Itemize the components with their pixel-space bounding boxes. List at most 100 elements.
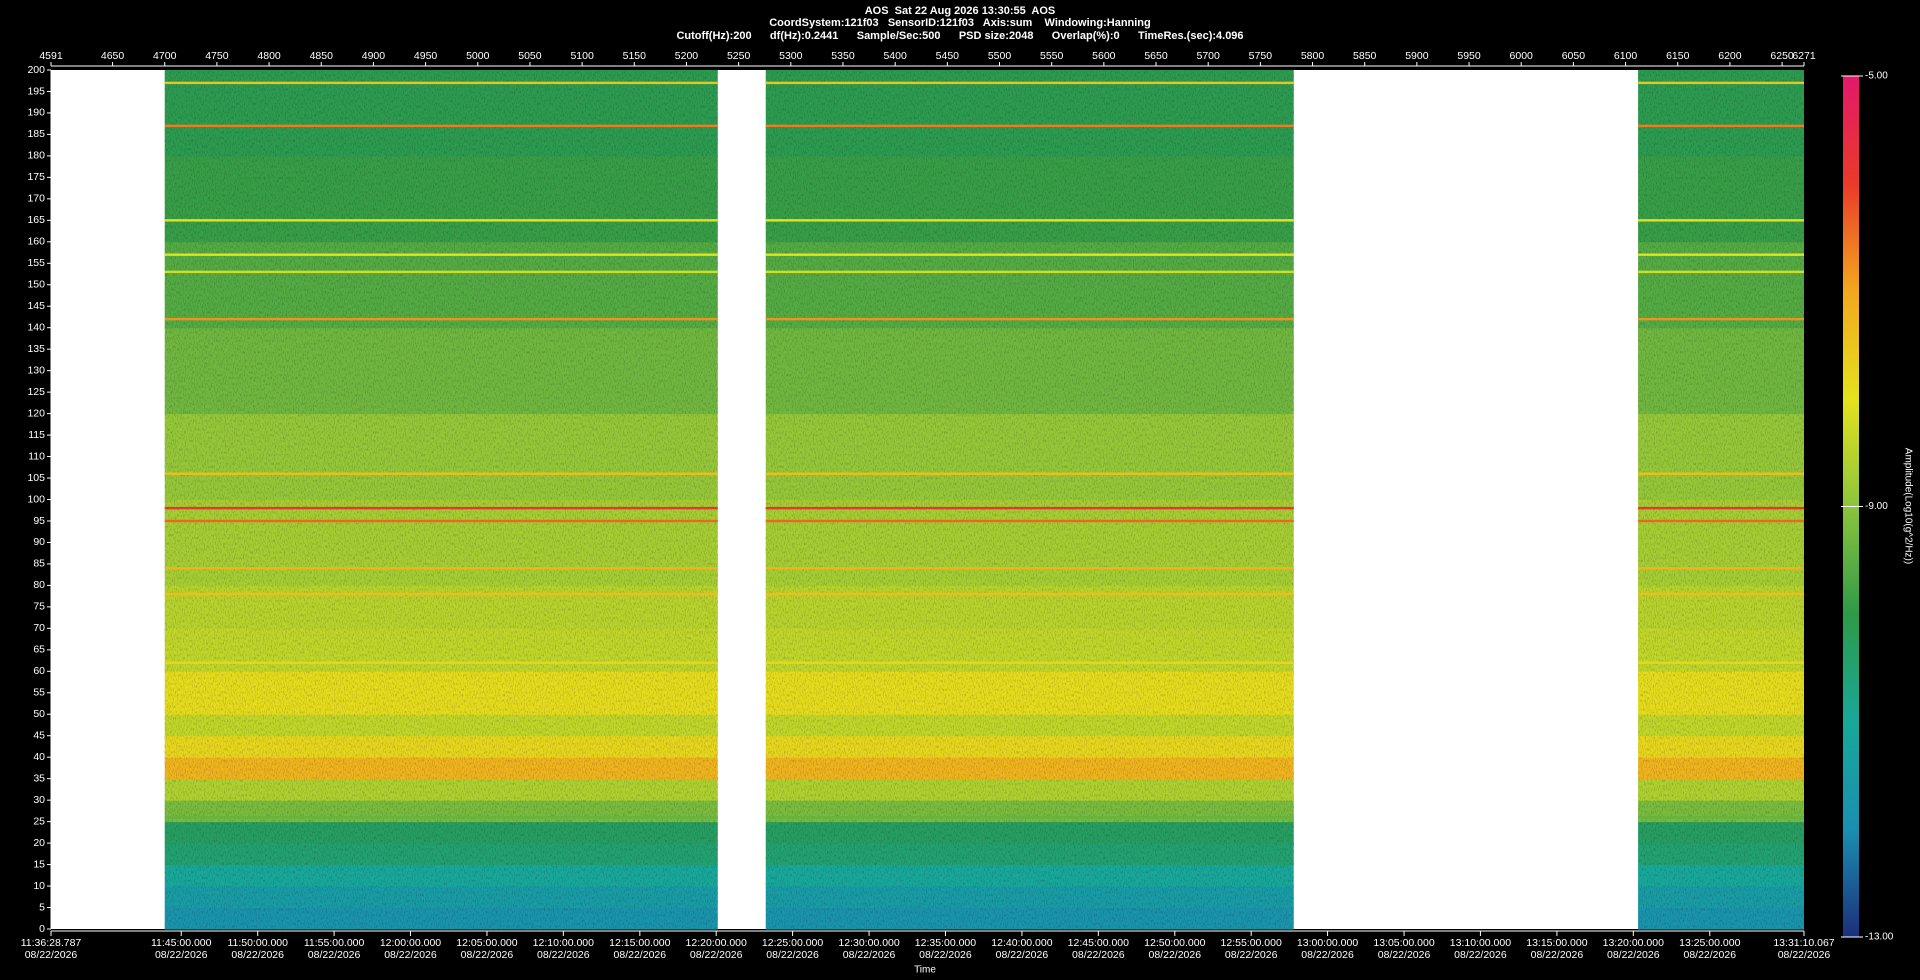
time-tick-date: 08/22/2026 <box>919 949 972 961</box>
y-tick-label: 195 <box>27 85 45 97</box>
x-tick-label: 6250 <box>1770 50 1794 62</box>
time-tick-label: 13:15:00.000 <box>1526 937 1587 949</box>
y-tick-label: 165 <box>27 214 45 226</box>
y-tick-label: 30 <box>33 794 45 806</box>
x-tick-label: 6000 <box>1510 50 1534 62</box>
x-tick-label: 4900 <box>362 50 386 62</box>
x-tick-label: 5500 <box>988 50 1012 62</box>
y-tick-label: 45 <box>33 730 45 742</box>
y-tick-label: 60 <box>33 665 45 677</box>
time-tick-label: 12:55:00.000 <box>1221 937 1282 949</box>
tone-line <box>765 506 1294 510</box>
tone-line <box>164 317 718 321</box>
tone-line <box>164 124 718 128</box>
x-tick-label: 5050 <box>518 50 542 62</box>
y-tick-label: 110 <box>28 450 45 462</box>
tone-line <box>164 81 718 85</box>
time-tick-date: 08/22/2026 <box>1072 949 1125 961</box>
y-tick-label: 185 <box>27 128 45 140</box>
x-tick-label: 5250 <box>727 50 751 62</box>
y-tick-label: 130 <box>27 364 45 376</box>
x-tick-label: 4850 <box>310 50 334 62</box>
y-tick-label: 115 <box>28 429 45 441</box>
y-tick-label: 155 <box>27 257 45 269</box>
tone-line <box>1638 472 1804 475</box>
x-tick-label: 5800 <box>1301 50 1325 62</box>
colorbar-tick-label: -5.00 <box>1865 71 1888 82</box>
time-tick-date: 08/22/2026 <box>843 949 896 961</box>
x-tick-label: 5550 <box>1040 50 1064 62</box>
x-tick-label: 4700 <box>153 50 177 62</box>
x-tick-label: 5700 <box>1197 50 1221 62</box>
time-tick-label: 12:40:00.000 <box>991 937 1052 949</box>
x-tick-label: 6200 <box>1718 50 1742 62</box>
y-tick-label: 75 <box>33 601 45 613</box>
tone-line <box>1638 124 1804 128</box>
x-tick-label: 5300 <box>779 50 803 62</box>
x-tick-label: 5150 <box>623 50 647 62</box>
tone-line <box>765 472 1294 475</box>
time-tick-date: 08/22/2026 <box>1225 949 1278 961</box>
time-tick-date: 08/22/2026 <box>308 949 361 961</box>
x-tick-label: 6050 <box>1562 50 1586 62</box>
x-tick-label: 5900 <box>1405 50 1429 62</box>
tone-line <box>1638 317 1804 321</box>
x-tick-label: 6271 <box>1792 50 1816 62</box>
header-line: Cutoff(Hz):200 df(Hz):0.2441 Sample/Sec:… <box>676 30 1243 42</box>
x-tick-label: 5600 <box>1092 50 1116 62</box>
tone-line <box>1638 81 1804 85</box>
tone-line <box>765 270 1294 274</box>
time-tick-label: 12:10:00.000 <box>533 937 594 949</box>
time-tick-label: 12:25:00.000 <box>762 937 823 949</box>
x-tick-label: 6100 <box>1614 50 1638 62</box>
y-tick-label: 190 <box>27 107 45 119</box>
time-tick-date: 08/22/2026 <box>1683 949 1736 961</box>
x-tick-label: 4750 <box>205 50 229 62</box>
tone-line <box>765 219 1294 222</box>
time-tick-label: 12:35:00.000 <box>915 937 976 949</box>
time-tick-date: 08/22/2026 <box>1454 949 1507 961</box>
time-tick-label: 11:45:00.000 <box>151 937 212 949</box>
header-line: AOS Sat 22 Aug 2026 13:30:55 AOS <box>865 5 1056 17</box>
y-tick-label: 15 <box>33 858 45 870</box>
time-tick-date: 08/22/2026 <box>1378 949 1431 961</box>
time-tick-label: 12:00:00.000 <box>380 937 441 949</box>
tone-line <box>765 519 1294 523</box>
time-tick-label: 13:05:00.000 <box>1373 937 1434 949</box>
y-tick-label: 170 <box>27 193 45 205</box>
tone-line <box>1638 816 1804 819</box>
tone-line <box>1638 661 1804 664</box>
tone-line <box>1638 219 1804 222</box>
tone-line <box>164 661 718 664</box>
tone-line <box>765 124 1294 128</box>
x-tick-label: 5650 <box>1144 50 1168 62</box>
y-tick-label: 140 <box>27 321 45 333</box>
x-tick-label: 4591 <box>39 50 63 62</box>
y-tick-label: 20 <box>33 837 45 849</box>
y-tick-label: 125 <box>27 386 45 398</box>
time-tick-date: 08/22/2026 <box>1607 949 1660 961</box>
noise-texture <box>765 70 1294 929</box>
x-tick-label: 5400 <box>883 50 907 62</box>
tone-line <box>1638 253 1804 256</box>
tone-line <box>164 472 718 475</box>
time-tick-date: 08/22/2026 <box>690 949 743 961</box>
tone-line <box>164 270 718 274</box>
y-tick-label: 85 <box>33 558 45 570</box>
time-tick-date: 08/22/2026 <box>537 949 590 961</box>
x-tick-label: 4800 <box>257 50 281 62</box>
time-tick-label: 12:20:00.000 <box>686 937 747 949</box>
time-tick-date: 08/22/2026 <box>1531 949 1584 961</box>
x-tick-label: 5100 <box>570 50 594 62</box>
y-tick-label: 160 <box>27 236 45 248</box>
x-tick-label: 5450 <box>936 50 960 62</box>
tone-line <box>164 592 718 596</box>
time-tick-date: 08/22/2026 <box>614 949 667 961</box>
tone-line <box>1638 592 1804 596</box>
x-tick-label: 4650 <box>101 50 125 62</box>
time-tick-label: 12:30:00.000 <box>838 937 899 949</box>
tone-line <box>1638 506 1804 510</box>
time-tick-date: 08/22/2026 <box>155 949 208 961</box>
time-tick-date: 08/22/2026 <box>25 949 78 961</box>
